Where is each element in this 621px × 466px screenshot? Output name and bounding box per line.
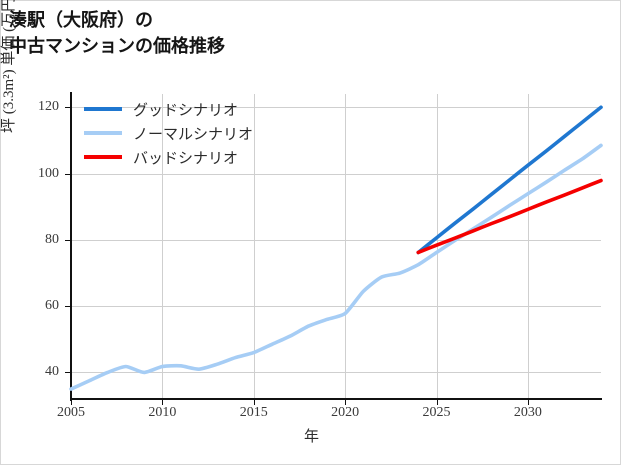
- chart-legend: グッドシナリオ ノーマルシナリオ バッドシナリオ: [84, 97, 314, 169]
- legend-swatch-bad: [84, 155, 122, 159]
- title-line-1: 湊駅（大阪府）の: [9, 10, 153, 30]
- legend-label-normal: ノーマルシナリオ: [133, 126, 254, 143]
- x-tick-mark: [436, 400, 438, 405]
- y-tick-mark: [65, 239, 71, 241]
- legend-label-bad: バッドシナリオ: [133, 150, 239, 167]
- y-tick-mark: [65, 372, 71, 374]
- legend-swatch-good: [84, 107, 122, 111]
- gridline-horizontal: [71, 107, 601, 109]
- y-tick-mark: [65, 107, 71, 109]
- y-tick-mark: [65, 306, 71, 308]
- y-tick-mark: [65, 173, 71, 175]
- y-tick-label: 60: [45, 298, 59, 314]
- page-title: 湊駅（大阪府）の 中古マンションの価格推移: [9, 7, 609, 59]
- gridline-horizontal: [71, 306, 601, 308]
- legend-item-normal: ノーマルシナリオ: [84, 121, 314, 145]
- y-tick-label: 100: [38, 165, 59, 181]
- y-tick-label: 120: [38, 99, 59, 115]
- title-line-2: 中古マンションの価格推移: [9, 36, 225, 56]
- x-axis-line: [70, 398, 602, 400]
- gridline-vertical: [436, 94, 438, 399]
- x-tick-label: 2025: [422, 405, 451, 420]
- legend-item-good: グッドシナリオ: [84, 97, 314, 121]
- legend-swatch-normal: [84, 131, 122, 135]
- x-tick-label: 2015: [239, 405, 268, 420]
- gridline-horizontal: [71, 372, 601, 374]
- y-axis-line: [70, 92, 72, 401]
- x-tick-label: 2030: [513, 405, 542, 420]
- gridline-vertical: [527, 94, 529, 399]
- x-tick-mark: [162, 400, 164, 405]
- y-tick-label: 80: [45, 231, 59, 247]
- x-tick-mark: [253, 400, 255, 405]
- gridline-horizontal: [71, 173, 601, 175]
- y-tick-label: 40: [45, 364, 59, 380]
- x-tick-label: 2020: [331, 405, 360, 420]
- gridline-vertical: [345, 94, 347, 399]
- x-tick-label: 2010: [148, 405, 177, 420]
- gridline-horizontal: [71, 239, 601, 241]
- legend-item-bad: バッドシナリオ: [84, 145, 314, 169]
- legend-label-good: グッドシナリオ: [133, 102, 239, 119]
- x-tick-mark: [527, 400, 529, 405]
- x-tick-mark: [345, 400, 347, 405]
- x-tick-label: 2005: [57, 405, 85, 420]
- x-tick-mark: [71, 400, 72, 405]
- x-axis-label: 年: [303, 429, 319, 445]
